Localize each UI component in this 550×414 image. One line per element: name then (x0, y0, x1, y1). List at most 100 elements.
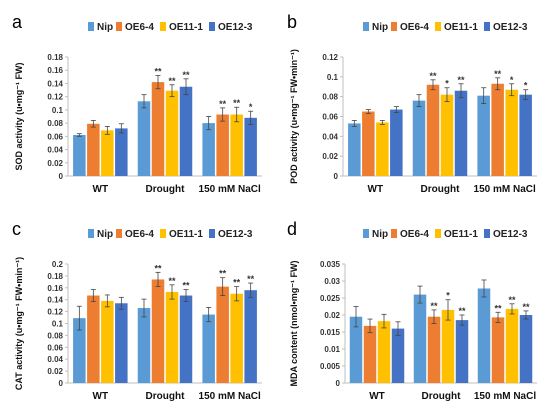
bar-oe6-4-2 (491, 317, 505, 383)
bar-oe6-4-0 (362, 111, 375, 176)
x-tick-label: 150 mM NaCl (474, 184, 536, 195)
y-tick-label: 0 (59, 379, 64, 388)
chart-panel-c: c Nip OE6-4 OE11-1 OE12-3 0 0.02 0.04 0.06 0.08 0.… (12, 219, 262, 402)
y-tick-label: 0.14 (47, 79, 63, 88)
legend: Nip OE6-4 OE11-1 OE12-3 (363, 229, 528, 240)
y-tick-label: 0.18 (47, 272, 63, 281)
bar-oe11-1-2 (505, 89, 518, 176)
legend-swatch (88, 22, 94, 31)
significance-mark: * (249, 102, 253, 112)
bar-nip-1 (412, 100, 426, 176)
y-axis-label: MDA content (nmol•mg⁻¹ FW) (289, 260, 299, 386)
bar-oe11-1-0 (377, 321, 391, 383)
bar-oe11-1-0 (376, 122, 389, 176)
significance-mark: * (445, 79, 449, 89)
bar-oe6-4-1 (427, 316, 441, 383)
x-tick-label: WT (369, 391, 385, 402)
legend-label: Nip (372, 22, 388, 33)
bar-oe6-4-0 (87, 295, 100, 383)
legend-swatch (209, 229, 215, 238)
x-tick-label: 150 mM NaCl (474, 391, 536, 402)
significance-mark: ** (219, 269, 227, 279)
bar-oe6-4-1 (151, 82, 165, 176)
bar-oe12-3-2 (519, 94, 532, 176)
legend-swatch (435, 229, 441, 238)
legend-label: OE11-1 (169, 229, 203, 240)
bar-oe12-3-1 (179, 295, 193, 383)
significance-mark: ** (219, 99, 227, 109)
legend-swatch (391, 22, 397, 31)
significance-mark: ** (168, 276, 176, 286)
bar-oe6-4-1 (426, 84, 440, 176)
y-tick-label: 0.03 (324, 277, 340, 286)
x-tick-label: 150 mM NaCl (199, 184, 261, 195)
y-tick-label: 0.005 (320, 362, 341, 371)
significance-mark: ** (508, 295, 516, 305)
y-tick-label: 0.02 (324, 311, 340, 320)
y-tick-label: 0.04 (47, 146, 63, 155)
legend-label: Nip (97, 22, 113, 33)
y-tick-label: 0.16 (47, 284, 63, 293)
x-tick-label: WT (93, 184, 109, 195)
significance-mark: * (446, 291, 450, 301)
legend-label: OE11-1 (169, 22, 203, 33)
x-tick-label: Drought (421, 184, 461, 195)
significance-mark: ** (494, 303, 502, 313)
legend: Nip OE6-4 OE11-1 OE12-3 (363, 22, 528, 33)
y-tick-label: 0.06 (47, 343, 63, 352)
y-tick-label: 0.18 (47, 53, 63, 62)
legend-label: OE6-4 (125, 22, 154, 33)
bar-oe12-3-0 (390, 109, 403, 176)
legend-swatch (435, 22, 441, 31)
legend-swatch (391, 229, 397, 238)
y-tick-label: 0.02 (47, 159, 63, 168)
bar-oe12-3-2 (519, 315, 533, 383)
significance-mark: ** (494, 69, 502, 79)
y-tick-label: 0.01 (324, 345, 340, 354)
legend: Nip OE6-4 OE11-1 OE12-3 (88, 22, 253, 33)
legend-label: OE6-4 (125, 229, 154, 240)
panel-letter: d (287, 219, 297, 239)
significance-mark: ** (154, 263, 162, 273)
chart-panel-d: d Nip OE6-4 OE11-1 OE12-3 0 0.005 0.01 0.015 0.02… (287, 219, 537, 402)
legend-swatch (363, 22, 369, 31)
y-tick-label: 0.1 (327, 73, 339, 82)
bar-oe6-4-1 (151, 279, 165, 383)
significance-mark: * (524, 81, 528, 91)
y-tick-label: 0.06 (322, 113, 338, 122)
bar-oe6-4-0 (87, 123, 100, 176)
y-tick-label: 0.08 (47, 119, 63, 128)
y-tick-label: 0.12 (47, 308, 63, 317)
bar-nip-2 (202, 123, 215, 176)
legend-label: Nip (372, 229, 388, 240)
bar-oe12-3-2 (244, 290, 257, 383)
bar-oe6-4-2 (491, 83, 504, 176)
bar-oe6-4-2 (216, 114, 229, 176)
significance-mark: ** (458, 306, 466, 316)
y-tick-label: 0.015 (320, 328, 341, 337)
chart-panel-a: a Nip OE6-4 OE11-1 OE12-3 0 0.02 0.04 0.06 0.08 0.… (12, 12, 262, 195)
y-axis-label: SOD activity (u•mg⁻¹ FW) (14, 63, 24, 171)
legend-swatch (363, 229, 369, 238)
bar-nip-2 (477, 288, 491, 383)
y-tick-label: 0.2 (52, 260, 64, 269)
y-tick-label: 0.08 (47, 331, 63, 340)
bar-oe12-3-1 (454, 90, 468, 176)
bar-oe11-1-2 (230, 114, 243, 176)
legend-label: Nip (97, 229, 113, 240)
y-tick-label: 0.02 (47, 367, 63, 376)
bar-nip-2 (202, 314, 215, 383)
legend-label: OE6-4 (400, 229, 429, 240)
legend-label: OE12-3 (493, 22, 528, 33)
legend-swatch (484, 229, 490, 238)
bar-oe11-1-2 (505, 308, 519, 383)
x-tick-label: Drought (422, 391, 462, 402)
y-tick-label: 0 (336, 379, 341, 388)
bar-nip-0 (349, 316, 363, 383)
legend: Nip OE6-4 OE11-1 OE12-3 (88, 229, 253, 240)
y-tick-label: 0 (59, 172, 64, 181)
legend-label: OE12-3 (493, 229, 528, 240)
significance-mark: ** (233, 98, 241, 108)
bar-nip-0 (348, 123, 361, 176)
y-axis-label: POD activity (u•mg⁻¹ FW•min⁻¹) (289, 49, 299, 184)
